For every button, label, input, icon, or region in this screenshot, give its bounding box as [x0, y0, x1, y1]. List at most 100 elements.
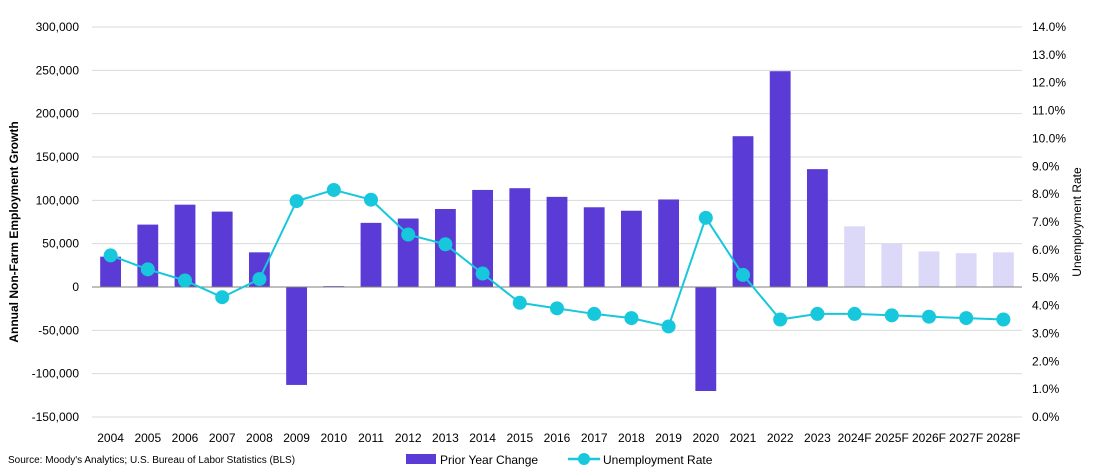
right-tick-label: 13.0%: [1032, 48, 1066, 62]
point-2024F: [847, 306, 862, 321]
left-axis-ticks: 300,000 250,000 200,000 150,000 100,000 50,00…: [32, 20, 80, 424]
right-tick-label: 0.0%: [1032, 410, 1060, 424]
left-tick-label: 150,000: [36, 150, 80, 164]
point-2014: [475, 266, 490, 281]
legend-marker-unemployment-rate: [578, 453, 590, 465]
legend: Prior Year Change Unemployment Rate: [406, 453, 713, 467]
bar-2027F: [955, 253, 977, 287]
bar-2021: [732, 136, 754, 287]
right-tick-label: 12.0%: [1032, 76, 1066, 90]
x-tick-label: 2011: [358, 431, 384, 445]
x-tick-label: 2024F: [838, 431, 872, 445]
point-2026F: [922, 309, 936, 324]
x-tick-label: 2015: [506, 431, 533, 445]
bar-2028F: [992, 252, 1014, 287]
x-tick-label: 2017: [581, 431, 608, 445]
point-2011: [364, 192, 378, 207]
left-tick-label: 200,000: [36, 107, 80, 121]
x-tick-label: 2013: [432, 431, 459, 445]
point-2008: [252, 272, 267, 287]
right-tick-label: 9.0%: [1032, 159, 1060, 173]
x-tick-label: 2009: [283, 431, 310, 445]
bar-2020: [695, 287, 717, 391]
x-tick-label: 2025F: [875, 431, 909, 445]
point-2010: [326, 182, 341, 197]
bar-2004: [100, 256, 122, 287]
bar-2014: [472, 189, 494, 287]
point-2005: [140, 262, 155, 277]
point-2019: [661, 319, 676, 334]
x-tick-label: 2005: [134, 431, 161, 445]
right-tick-label: 4.0%: [1032, 299, 1060, 313]
point-2022: [773, 312, 788, 327]
right-tick-label: 2.0%: [1032, 354, 1060, 368]
left-tick-label: -50,000: [38, 323, 79, 337]
bar-2006: [174, 204, 196, 287]
x-axis-ticks: 2004 2005 2006 2007 2008 2009 2010 2011 2012 2013…: [97, 431, 1020, 445]
x-tick-label: 2014: [469, 431, 496, 445]
point-2018: [624, 311, 639, 326]
legend-label-unemployment-rate: Unemployment Rate: [603, 453, 713, 467]
point-2020: [698, 210, 713, 225]
point-2017: [587, 306, 602, 321]
right-tick-label: 3.0%: [1032, 326, 1060, 340]
left-tick-label: 50,000: [42, 237, 79, 251]
right-tick-label: 5.0%: [1032, 271, 1060, 285]
right-tick-label: 1.0%: [1032, 382, 1060, 396]
x-tick-label: 2016: [544, 431, 571, 445]
left-tick-label: 100,000: [36, 193, 80, 207]
bar-2026F: [918, 251, 940, 287]
point-2013: [438, 237, 453, 252]
point-2016: [550, 301, 564, 316]
x-tick-label: 2021: [730, 431, 757, 445]
source-note: Source: Moody's Analytics; U.S. Bureau o…: [8, 455, 296, 466]
x-tick-label: 2010: [320, 431, 347, 445]
bar-2015: [509, 188, 531, 287]
point-2009: [289, 194, 304, 209]
bar-2016: [546, 196, 568, 287]
point-2006: [178, 273, 192, 288]
right-tick-label: 7.0%: [1032, 215, 1060, 229]
x-tick-label: 2007: [209, 431, 236, 445]
point-2004: [103, 248, 118, 263]
right-tick-label: 10.0%: [1032, 131, 1066, 145]
x-tick-label: 2027F: [949, 431, 983, 445]
bar-2009: [286, 287, 308, 385]
right-axis-ticks: 14.0% 13.0% 12.0% 11.0% 10.0% 9.0% 8.0% 7.0% 6.0…: [1032, 20, 1066, 424]
bar-2019: [658, 199, 680, 287]
left-tick-label: -100,000: [32, 367, 80, 381]
bar-2022: [769, 71, 791, 287]
point-2015: [512, 295, 527, 310]
bar-2018: [620, 210, 642, 287]
x-tick-label: 2028F: [986, 431, 1020, 445]
x-tick-label: 2008: [246, 431, 273, 445]
point-2007: [215, 290, 230, 305]
right-tick-label: 6.0%: [1032, 243, 1060, 257]
bar-2011: [360, 222, 382, 287]
bar-2005: [137, 224, 159, 287]
point-2028F: [996, 312, 1011, 327]
right-tick-label: 11.0%: [1032, 104, 1065, 118]
point-2023: [810, 306, 825, 321]
legend-label-prior-year-change: Prior Year Change: [440, 453, 538, 467]
x-tick-label: 2026F: [912, 431, 946, 445]
x-tick-label: 2006: [172, 431, 199, 445]
left-axis-title: Annual Non-Farm Employment Growth: [7, 121, 21, 342]
x-tick-label: 2018: [618, 431, 645, 445]
bar-2017: [583, 207, 605, 287]
line-series-unemployment-rate: [103, 182, 1011, 334]
point-2027F: [959, 311, 974, 326]
left-tick-label: -150,000: [32, 410, 80, 424]
bar-2023: [806, 169, 828, 287]
point-2012: [401, 227, 416, 242]
right-tick-label: 8.0%: [1032, 187, 1060, 201]
right-tick-label: 14.0%: [1032, 20, 1066, 34]
bar-series-prior-year-change: [100, 71, 1014, 391]
point-2025F: [884, 308, 899, 323]
x-tick-label: 2022: [767, 431, 794, 445]
bar-2024F: [844, 226, 866, 287]
left-tick-label: 300,000: [36, 20, 80, 34]
right-axis-title: Unemployment Rate: [1070, 167, 1084, 277]
x-tick-label: 2004: [97, 431, 124, 445]
